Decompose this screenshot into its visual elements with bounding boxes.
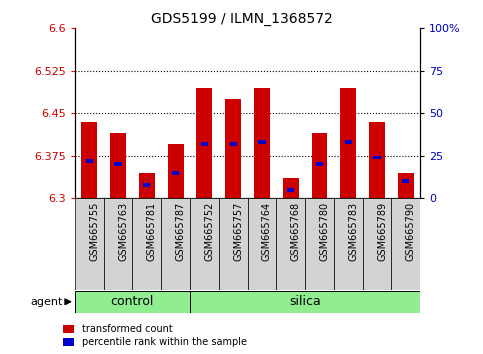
Bar (132, 198, 161, 290)
Bar (229, 142, 237, 146)
Bar (316, 162, 323, 166)
Bar (81, 122, 97, 198)
Text: GSM665780: GSM665780 (319, 202, 329, 261)
Bar (276, 198, 305, 290)
Bar (190, 198, 219, 290)
Text: GDS5199 / ILMN_1368572: GDS5199 / ILMN_1368572 (151, 12, 332, 27)
Bar (283, 178, 298, 198)
Bar (168, 144, 184, 198)
Bar (305, 198, 334, 290)
Text: GSM665789: GSM665789 (377, 202, 387, 261)
Bar (369, 122, 385, 198)
Bar (104, 198, 132, 290)
Text: GSM665757: GSM665757 (233, 202, 243, 261)
Bar (143, 183, 150, 187)
Bar (201, 142, 208, 146)
Bar (254, 88, 270, 198)
Bar (161, 198, 190, 290)
Text: GSM665790: GSM665790 (406, 202, 416, 261)
Bar (219, 198, 247, 290)
Bar (398, 173, 414, 198)
Bar (247, 198, 276, 290)
Text: control: control (111, 295, 154, 308)
Bar (391, 198, 420, 290)
Bar (345, 140, 352, 144)
Text: GSM665763: GSM665763 (118, 202, 128, 261)
Text: silica: silica (289, 295, 321, 308)
Bar (85, 159, 93, 163)
Bar (190, 291, 420, 313)
Bar (312, 133, 327, 198)
Bar (225, 99, 241, 198)
Text: GSM665783: GSM665783 (348, 202, 358, 261)
Bar (110, 133, 126, 198)
Bar (402, 179, 410, 183)
Bar (258, 140, 266, 144)
Bar (287, 188, 294, 192)
Bar (75, 198, 104, 290)
Text: GSM665787: GSM665787 (176, 202, 185, 261)
Text: GSM665755: GSM665755 (89, 202, 99, 261)
Bar (114, 162, 122, 166)
Bar (341, 88, 356, 198)
Legend: transformed count, percentile rank within the sample: transformed count, percentile rank withi… (63, 325, 247, 347)
Text: GSM665768: GSM665768 (291, 202, 301, 261)
Bar (373, 156, 381, 159)
Text: GSM665781: GSM665781 (147, 202, 157, 261)
Bar (334, 198, 363, 290)
Text: agent: agent (30, 297, 63, 307)
Text: GSM665764: GSM665764 (262, 202, 272, 261)
Bar (363, 198, 391, 290)
Bar (172, 171, 179, 175)
Bar (75, 291, 190, 313)
Text: GSM665752: GSM665752 (204, 202, 214, 261)
Bar (139, 173, 155, 198)
Bar (197, 88, 213, 198)
